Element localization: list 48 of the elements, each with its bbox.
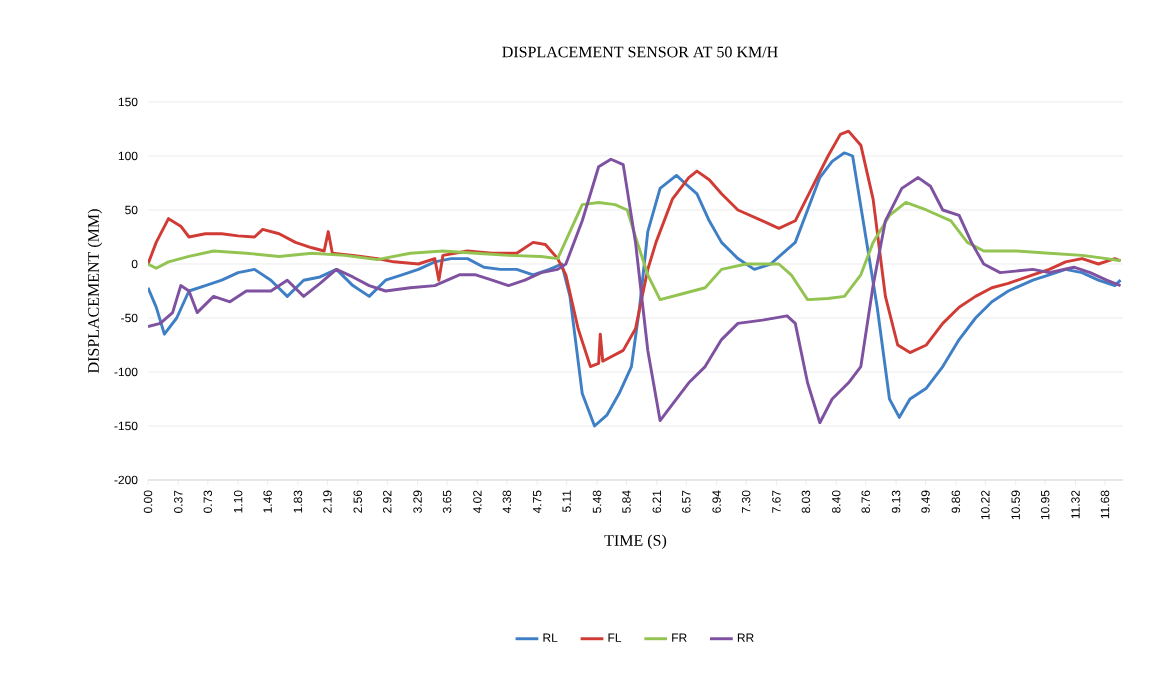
x-tick-label: 8.76 xyxy=(861,490,870,513)
x-tick-label: 8.40 xyxy=(831,490,841,513)
x-tick-label: 8.03 xyxy=(801,490,811,513)
x-tick-label: 10.22 xyxy=(981,490,990,520)
x-tick-label: 9.13 xyxy=(891,490,901,513)
x-tick-label: 2.92 xyxy=(383,490,392,513)
x-axis-title: TIME (S) xyxy=(604,534,667,550)
x-tick-label: 3.29 xyxy=(413,490,422,513)
y-tick-label: 100 xyxy=(118,151,138,161)
x-tick-label: 0.37 xyxy=(174,490,183,513)
x-tick-label: 4.38 xyxy=(502,490,512,514)
x-tick-label: 7.67 xyxy=(772,490,781,513)
x-tick-label: 10.59 xyxy=(1011,490,1020,520)
x-tick-label: 6.21 xyxy=(652,490,662,513)
x-tick-label: 1.83 xyxy=(293,490,303,513)
x-tick-label: 11.68 xyxy=(1100,490,1110,519)
x-tick-label: 9.86 xyxy=(951,490,961,513)
y-tick-label: -200 xyxy=(114,475,138,485)
y-tick-label: 50 xyxy=(125,205,138,215)
y-axis-title: DISPLACEMENT (MM) xyxy=(87,209,103,373)
x-tick-label: 4.02 xyxy=(473,490,482,514)
x-tick-label: 6.94 xyxy=(712,490,721,513)
x-tick-label: 5.84 xyxy=(622,490,631,513)
x-tick-label: 1.46 xyxy=(263,490,272,513)
x-tick-label: 4.75 xyxy=(533,490,542,514)
x-tick-label: 1.10 xyxy=(233,490,243,513)
x-tick-label: 2.56 xyxy=(353,490,363,513)
legend-label: FL xyxy=(608,633,622,642)
legend-label: RL xyxy=(543,633,558,642)
x-tick-label: 2.19 xyxy=(323,490,332,513)
x-tick-label: 10.95 xyxy=(1040,490,1050,520)
y-tick-label: -50 xyxy=(121,313,138,323)
x-tick-label: 6.57 xyxy=(682,490,691,513)
x-tick-label: 9.49 xyxy=(921,490,930,513)
legend-label: RR xyxy=(737,633,754,642)
x-tick-label: 3.65 xyxy=(442,490,452,513)
x-tick-label: 0.73 xyxy=(203,490,213,513)
x-tick-label: 0.00 xyxy=(143,490,153,513)
legend-label: FR xyxy=(672,633,687,642)
x-tick-label: 11.32 xyxy=(1071,490,1080,519)
y-tick-label: 150 xyxy=(118,97,138,107)
y-tick-label: -150 xyxy=(114,421,138,431)
x-tick-label: 7.30 xyxy=(741,490,751,513)
y-tick-label: -100 xyxy=(114,367,138,377)
chart-title: DISPLACEMENT SENSOR AT 50 KM/H xyxy=(502,46,778,58)
x-tick-label: 5.48 xyxy=(592,490,602,513)
y-tick-label: 0 xyxy=(131,259,138,269)
x-tick-label: 5.11 xyxy=(562,490,571,513)
